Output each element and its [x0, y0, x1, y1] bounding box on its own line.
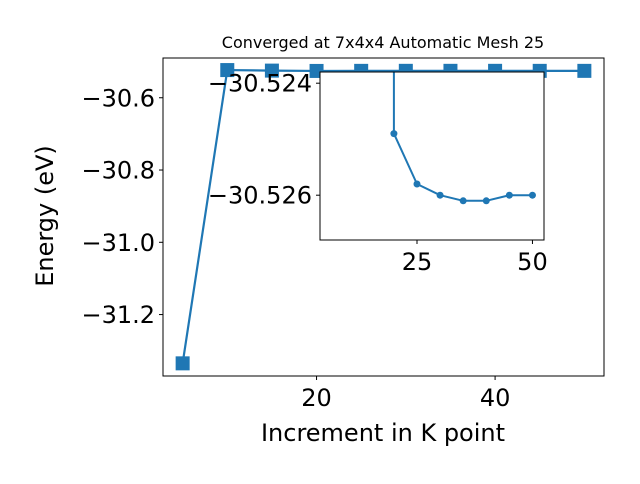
main-data-point-9 [577, 63, 592, 78]
inset-x-tick-label-1: 50 [517, 248, 548, 276]
inset-y-tick-label-1: −30.524 [208, 70, 312, 98]
main-data-point-1 [220, 63, 235, 78]
inset-y-tick-label-0: −30.526 [208, 182, 312, 210]
inset-series-line-0 [392, 72, 533, 202]
main-y-tick-label-2: −30.8 [81, 157, 155, 185]
inset-x-tick-label-0: 25 [402, 248, 433, 276]
main-y-tick-label-0: −31.2 [81, 301, 155, 329]
inset-data-point-4 [482, 197, 490, 205]
main-plot: 20 40 −31.2 −31.0 −30.8 −30.6 [81, 57, 605, 412]
inset-data-point-3 [459, 197, 467, 205]
main-axes-frame [162, 57, 605, 377]
inset-data-point-1 [413, 180, 421, 188]
main-series-line-0 [181, 68, 585, 364]
main-data-point-2 [264, 63, 279, 78]
inset-background [320, 72, 544, 240]
y-axis-label: Energy (eV) [31, 145, 59, 287]
main-data-point-0 [175, 356, 190, 371]
inset-axes-frame [319, 71, 545, 241]
chart-title: Converged at 7x4x4 Automatic Mesh 25 [222, 33, 544, 52]
inset-data-point-2 [436, 191, 444, 199]
inset-data-point-0 [390, 130, 398, 138]
main-y-tick-label-1: −31.0 [81, 229, 155, 257]
inset-data-point-6 [528, 191, 536, 199]
inset-plot: 25 50 −30.526 −30.524 [208, 70, 548, 276]
main-y-tick-label-3: −30.6 [81, 84, 155, 112]
main-x-tick-label-0: 20 [301, 384, 332, 412]
main-x-tick-label-1: 40 [480, 384, 511, 412]
x-axis-label: Increment in K point [261, 419, 505, 447]
inset-data-point-5 [505, 191, 513, 199]
